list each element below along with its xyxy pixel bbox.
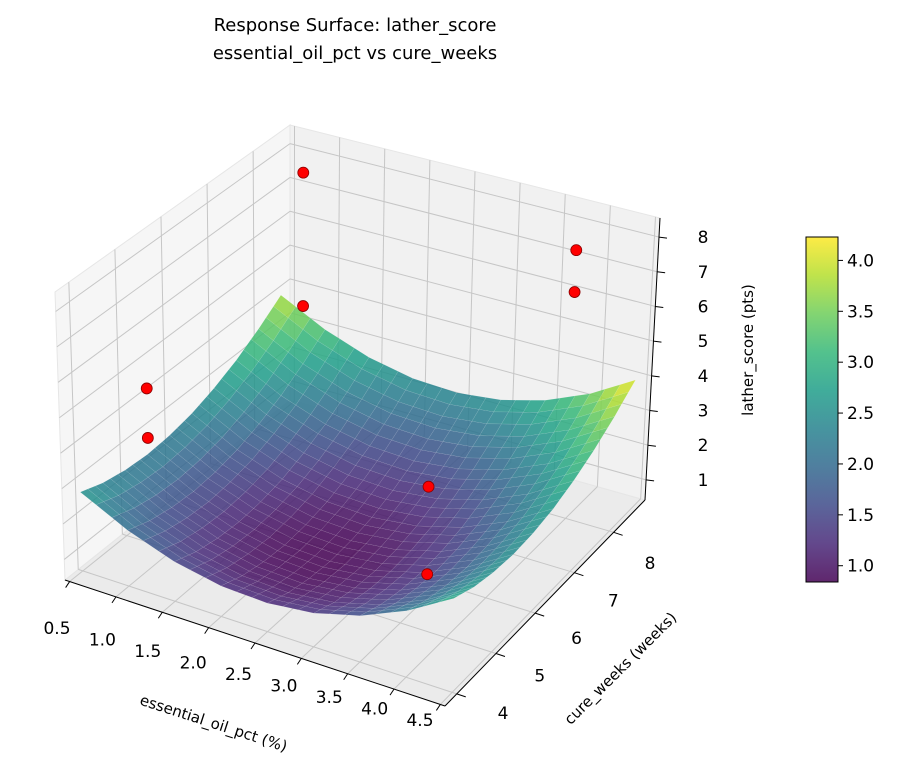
x-tick [436, 704, 440, 710]
colorbar: 1.0 1.5 2.0 2.5 3.0 3.5 4.0 [806, 237, 874, 582]
z-tick-label: 6 [698, 297, 709, 317]
data-point [142, 432, 153, 443]
y-tick-label: 6 [571, 629, 582, 649]
data-point [571, 245, 582, 256]
z-tick-label: 8 [698, 228, 709, 248]
z-tick [659, 237, 667, 238]
z-tick [646, 480, 654, 481]
data-point [298, 167, 309, 178]
y-tick [574, 573, 583, 576]
y-tick-label: 5 [534, 667, 545, 687]
x-tick-label: 2.0 [180, 654, 207, 674]
data-point [423, 481, 434, 492]
y-axis-label: cure_weeks (weeks) [561, 609, 681, 729]
colorbar-tick-label: 2.5 [847, 404, 874, 424]
data-point [422, 569, 433, 580]
z-tick [653, 341, 661, 342]
x-tick-label: 4.5 [406, 711, 433, 731]
z-tick [652, 376, 660, 377]
colorbar-tick-label: 4.0 [847, 251, 874, 271]
data-point [569, 287, 580, 298]
data-point [298, 301, 309, 312]
x-tick-label: 2.5 [225, 665, 252, 685]
x-tick [112, 597, 116, 603]
x-tick [66, 582, 70, 588]
z-tick [648, 445, 656, 446]
x-tick [251, 643, 255, 649]
x-tick [205, 628, 209, 634]
x-tick-label: 4.0 [361, 700, 388, 720]
y-tick-label: 7 [608, 592, 619, 612]
x-tick-label: 3.0 [270, 677, 297, 697]
z-axis-label: lather_score (pts) [739, 284, 758, 416]
x-tick-label: 3.5 [316, 688, 343, 708]
z-tick-label: 5 [698, 332, 709, 352]
z-tick [655, 306, 663, 307]
x-tick [297, 658, 301, 664]
x-tick [344, 674, 348, 680]
x-tick [158, 612, 162, 618]
z-tick-label: 2 [698, 436, 709, 456]
z-tick-label: 3 [698, 402, 709, 422]
y-tick-label: 4 [498, 704, 509, 724]
x-tick-label: 1.0 [89, 631, 116, 651]
data-point [141, 383, 152, 394]
colorbar-tick-label: 3.0 [847, 353, 874, 373]
x-tick [390, 689, 394, 695]
chart-title-line-1: Response Surface: lather_score [214, 15, 497, 36]
y-tick [614, 532, 623, 535]
colorbar-tick-label: 1.5 [847, 506, 874, 526]
colorbar-gradient [806, 237, 838, 582]
z-tick [657, 272, 665, 273]
colorbar-tick-label: 3.5 [847, 302, 874, 322]
y-tick [535, 613, 544, 616]
colorbar-tick-label: 2.0 [847, 455, 874, 475]
z-tick [650, 411, 658, 412]
z-tick-label: 1 [698, 471, 709, 491]
x-tick-label: 1.5 [134, 642, 161, 662]
y-tick [496, 653, 505, 656]
x-axis-label: essential_oil_pct (%) [137, 691, 289, 757]
z-tick-label: 4 [698, 367, 709, 387]
y-tick [457, 694, 466, 697]
x-tick-label: 0.5 [43, 619, 70, 639]
colorbar-tick-label: 1.0 [847, 557, 874, 577]
y-tick-label: 8 [645, 554, 656, 574]
chart-title-line-2: essential_oil_pct vs cure_weeks [213, 43, 497, 64]
z-tick-label: 7 [698, 263, 709, 283]
